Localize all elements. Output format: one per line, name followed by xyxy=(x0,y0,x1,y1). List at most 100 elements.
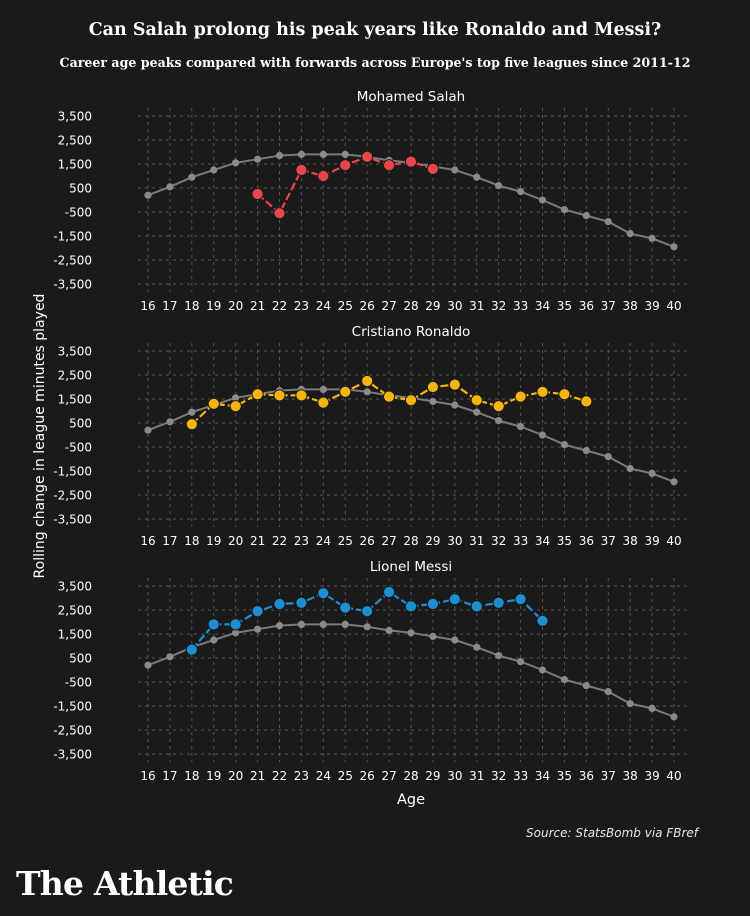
y-tick-label: 3,500 xyxy=(58,580,92,594)
chart-subtitle: Career age peaks compared with forwards … xyxy=(59,55,691,70)
y-tick-label: -500 xyxy=(65,676,92,690)
x-tick-label: 17 xyxy=(162,299,177,313)
baseline-point xyxy=(560,206,569,214)
player-point xyxy=(448,593,461,606)
x-tick-label: 16 xyxy=(140,299,155,313)
x-tick-label: 20 xyxy=(228,534,243,548)
player-point xyxy=(273,207,286,220)
y-tick-label: -1,500 xyxy=(53,465,92,479)
x-tick-label: 33 xyxy=(513,769,528,783)
baseline-point xyxy=(253,625,262,633)
player-point xyxy=(185,418,198,431)
x-tick-label: 17 xyxy=(162,534,177,548)
x-tick-label: 21 xyxy=(250,299,265,313)
x-tick-label: 33 xyxy=(513,299,528,313)
player-point xyxy=(558,388,571,401)
baseline-point xyxy=(516,188,525,196)
panel-title: Lionel Messi xyxy=(370,559,452,575)
baseline-point xyxy=(341,150,349,158)
baseline-point xyxy=(604,218,612,226)
player-point xyxy=(317,587,330,600)
y-tick-label: 2,500 xyxy=(58,369,92,383)
x-tick-label: 21 xyxy=(250,769,265,783)
baseline-point xyxy=(626,700,634,708)
x-tick-label: 20 xyxy=(228,769,243,783)
x-tick-label: 27 xyxy=(381,769,396,783)
player-point xyxy=(361,150,374,163)
player-point xyxy=(426,162,440,175)
x-tick-label: 16 xyxy=(140,769,155,783)
x-tick-label: 22 xyxy=(272,769,287,783)
baseline-point xyxy=(341,620,349,629)
player-point xyxy=(339,601,352,614)
x-tick-label: 36 xyxy=(579,534,594,548)
player-point xyxy=(536,614,549,627)
player-point xyxy=(426,380,440,394)
player-point xyxy=(536,385,549,398)
baseline-point xyxy=(516,423,525,431)
player-point xyxy=(295,163,308,177)
baseline-point xyxy=(253,155,262,163)
x-tick-label: 22 xyxy=(272,299,287,313)
player-point xyxy=(295,389,308,402)
chart-title: Can Salah prolong his peak years like Ro… xyxy=(88,20,662,40)
y-axis-label: Rolling change in league minutes played xyxy=(32,294,48,579)
x-tick-label: 31 xyxy=(469,769,484,783)
x-tick-label: 24 xyxy=(316,299,331,313)
x-tick-label: 37 xyxy=(601,769,616,783)
y-tick-label: 3,500 xyxy=(58,345,92,359)
player-point xyxy=(514,593,527,606)
baseline-point xyxy=(670,243,678,251)
x-tick-label: 27 xyxy=(381,534,396,548)
baseline-point xyxy=(297,150,306,158)
player-point xyxy=(404,394,418,407)
baseline-point xyxy=(319,385,327,393)
source-note: Source: StatsBomb via FBref xyxy=(526,826,698,840)
player-point xyxy=(382,585,396,599)
player-point xyxy=(448,378,461,391)
player-point xyxy=(470,600,483,613)
player-point xyxy=(382,159,396,172)
player-point xyxy=(492,400,505,413)
x-tick-label: 26 xyxy=(360,769,375,783)
player-point xyxy=(580,395,593,408)
x-tick-label: 38 xyxy=(623,769,638,783)
baseline-point xyxy=(582,682,590,690)
baseline-point xyxy=(144,426,152,434)
y-tick-label: 500 xyxy=(69,417,92,431)
y-tick-label: -2,500 xyxy=(53,254,92,268)
baseline-point xyxy=(188,173,196,181)
x-tick-label: 29 xyxy=(425,299,440,313)
x-tick-label: 23 xyxy=(294,299,309,313)
baseline-point xyxy=(648,704,656,713)
player-point xyxy=(382,390,396,403)
x-tick-label: 31 xyxy=(469,299,484,313)
baseline-point xyxy=(560,441,569,449)
baseline-point xyxy=(538,666,547,674)
x-tick-label: 34 xyxy=(535,299,550,313)
player-point xyxy=(426,597,440,611)
x-tick-label: 22 xyxy=(272,534,287,548)
y-tick-label: -3,500 xyxy=(53,748,92,762)
baseline-point xyxy=(648,234,656,242)
baseline-point xyxy=(473,408,481,416)
baseline-point xyxy=(495,652,503,660)
x-tick-label: 30 xyxy=(447,299,462,313)
x-tick-label: 18 xyxy=(184,769,199,783)
x-tick-label: 18 xyxy=(184,299,199,313)
player-point xyxy=(514,390,527,403)
baseline-point xyxy=(232,629,240,637)
x-tick-label: 31 xyxy=(469,534,484,548)
x-tick-label: 26 xyxy=(360,299,375,313)
x-tick-label: 21 xyxy=(250,534,265,548)
y-tick-label: -3,500 xyxy=(53,513,92,527)
x-axis-label: Age xyxy=(397,792,425,808)
x-tick-label: 33 xyxy=(513,534,528,548)
baseline-point xyxy=(670,478,678,486)
x-tick-label: 16 xyxy=(140,534,155,548)
baseline-point xyxy=(144,661,152,669)
x-tick-label: 27 xyxy=(381,299,396,313)
player-point xyxy=(317,169,330,183)
baseline-point xyxy=(210,166,218,174)
baseline-point xyxy=(473,173,481,181)
